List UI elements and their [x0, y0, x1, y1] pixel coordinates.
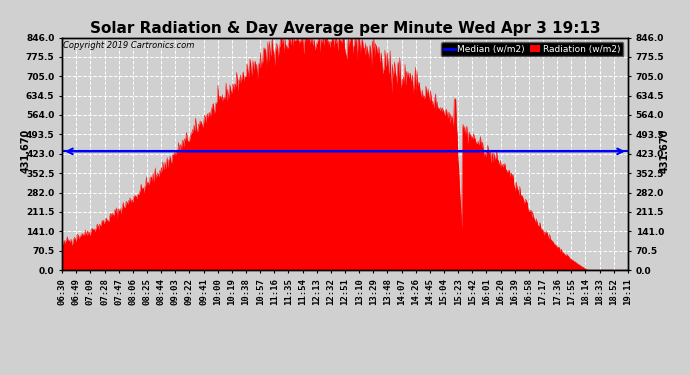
- Text: 431.670: 431.670: [20, 129, 30, 174]
- Text: Copyright 2019 Cartronics.com: Copyright 2019 Cartronics.com: [63, 41, 194, 50]
- Legend: Median (w/m2), Radiation (w/m2): Median (w/m2), Radiation (w/m2): [441, 42, 623, 56]
- Title: Solar Radiation & Day Average per Minute Wed Apr 3 19:13: Solar Radiation & Day Average per Minute…: [90, 21, 600, 36]
- Text: 431.670: 431.670: [660, 129, 670, 174]
